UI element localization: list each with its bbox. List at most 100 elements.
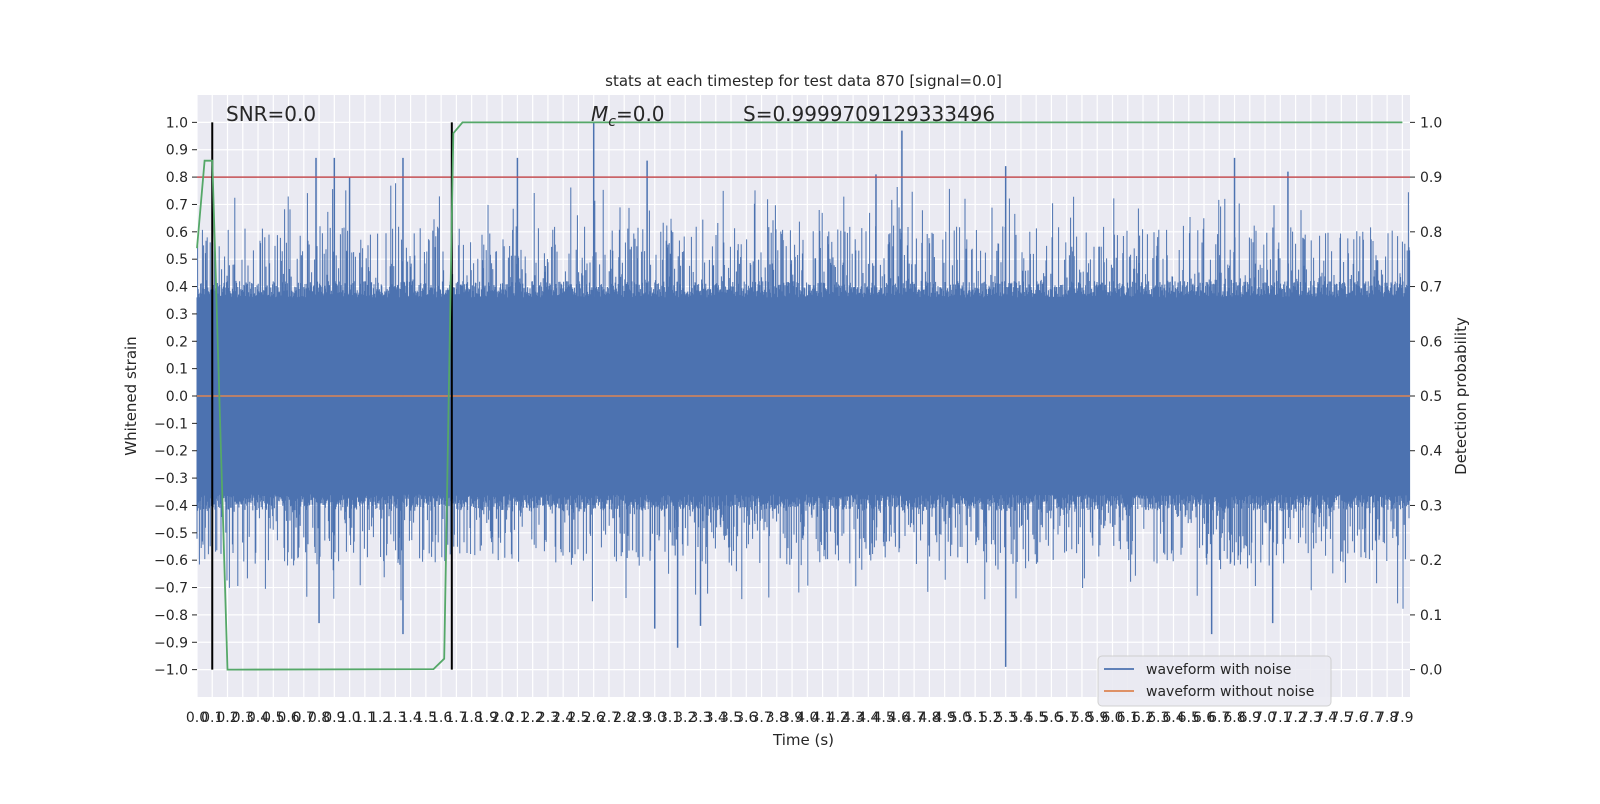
x-tick-label: 1.2 bbox=[369, 710, 391, 726]
x-tick-label: 5.2 bbox=[979, 710, 1001, 726]
x-tick-label: 6.3 bbox=[1147, 710, 1169, 726]
x-tick-label: 5.5 bbox=[1025, 710, 1047, 726]
y-tick-label-right: 0.7 bbox=[1420, 280, 1442, 296]
x-tick-label: 4.0 bbox=[796, 710, 818, 726]
x-tick-label: 3.9 bbox=[781, 710, 803, 726]
x-tick-label: 0.0 bbox=[186, 710, 208, 726]
x-tick-label: 5.1 bbox=[964, 710, 986, 726]
mc-subscript: c bbox=[608, 114, 616, 130]
x-tick-label: 1.6 bbox=[430, 710, 452, 726]
y-tick-label-left: 0.6 bbox=[166, 225, 188, 241]
x-tick-label: 2.6 bbox=[583, 710, 605, 726]
s-annotation: S=0.9999709129333496 bbox=[743, 102, 995, 126]
x-tick-label: 4.5 bbox=[872, 710, 894, 726]
x-tick-label: 4.8 bbox=[918, 710, 940, 726]
y-tick-label-right: 1.0 bbox=[1420, 115, 1442, 131]
x-tick-label: 0.3 bbox=[232, 710, 254, 726]
x-tick-label: 5.3 bbox=[995, 710, 1017, 726]
x-tick-label: 7.8 bbox=[1376, 710, 1398, 726]
y-tick-label-left: −1.0 bbox=[154, 663, 188, 679]
x-tick-label: 3.8 bbox=[766, 710, 788, 726]
x-tick-label: 7.7 bbox=[1361, 710, 1383, 726]
mc-annotation: Mc=0.0 bbox=[591, 102, 665, 130]
y-tick-label-right: 0.6 bbox=[1420, 334, 1442, 350]
x-tick-label: 5.7 bbox=[1056, 710, 1078, 726]
y-tick-label-right: 0.4 bbox=[1420, 444, 1442, 460]
x-tick-label: 0.9 bbox=[323, 710, 345, 726]
y-tick-label-left: 0.0 bbox=[166, 389, 188, 405]
detection-probability-line bbox=[196, 121, 1403, 671]
x-tick-label: 3.2 bbox=[674, 710, 696, 726]
x-tick-label: 0.6 bbox=[277, 710, 299, 726]
series-layer bbox=[196, 121, 1410, 671]
y-tick-label-left: 0.8 bbox=[166, 170, 188, 186]
x-tick-label: 2.7 bbox=[598, 710, 620, 726]
x-tick-label: 3.0 bbox=[644, 710, 666, 726]
x-tick-label: 5.6 bbox=[1040, 710, 1062, 726]
y-tick-label-right: 0.5 bbox=[1420, 389, 1442, 405]
mc-value: =0.0 bbox=[616, 102, 665, 126]
x-tick-label: 0.2 bbox=[216, 710, 238, 726]
x-tick-label: 1.5 bbox=[415, 710, 437, 726]
x-tick-label: 0.1 bbox=[201, 710, 223, 726]
x-tick-label: 7.0 bbox=[1254, 710, 1276, 726]
y-tick-label-right: 0.2 bbox=[1420, 553, 1442, 569]
x-tick-label: 1.1 bbox=[354, 710, 376, 726]
x-tick-label: 6.9 bbox=[1239, 710, 1261, 726]
x-tick-label: 3.4 bbox=[705, 710, 727, 726]
x-tick-label: 0.5 bbox=[262, 710, 284, 726]
y-tick-label-left: −0.3 bbox=[154, 471, 188, 487]
x-tick-label: 6.1 bbox=[1117, 710, 1139, 726]
x-tick-label: 4.1 bbox=[811, 710, 833, 726]
y-tick-label-left: 0.9 bbox=[166, 143, 188, 159]
x-tick-label: 5.0 bbox=[949, 710, 971, 726]
y-tick-label-left: −0.8 bbox=[154, 608, 188, 624]
x-tick-label: 2.9 bbox=[628, 710, 650, 726]
x-tick-label: 3.1 bbox=[659, 710, 681, 726]
x-tick-label: 1.9 bbox=[476, 710, 498, 726]
x-tick-label: 6.0 bbox=[1101, 710, 1123, 726]
x-tick-label: 4.3 bbox=[842, 710, 864, 726]
y-tick-label-left: −0.2 bbox=[154, 444, 188, 460]
x-tick-label: 4.2 bbox=[827, 710, 849, 726]
x-tick-label: 1.4 bbox=[399, 710, 421, 726]
x-tick-label: 5.9 bbox=[1086, 710, 1108, 726]
x-tick-label: 3.7 bbox=[750, 710, 772, 726]
x-tick-label: 6.2 bbox=[1132, 710, 1154, 726]
x-tick-label: 6.4 bbox=[1162, 710, 1184, 726]
y-tick-label-left: 0.2 bbox=[166, 334, 188, 350]
x-tick-label: 7.9 bbox=[1391, 710, 1413, 726]
x-tick-label: 4.7 bbox=[903, 710, 925, 726]
x-tick-label: 3.5 bbox=[720, 710, 742, 726]
x-tick-label: 0.4 bbox=[247, 710, 269, 726]
snr-annotation: SNR=0.0 bbox=[226, 102, 316, 126]
y-tick-label-right: 0.8 bbox=[1420, 225, 1442, 241]
noise-waveform bbox=[196, 122, 1411, 667]
x-tick-label: 4.9 bbox=[934, 710, 956, 726]
x-tick-label: 3.6 bbox=[735, 710, 757, 726]
legend-label-clean: waveform without noise bbox=[1146, 684, 1314, 700]
y-axis-label-left: Whitened strain bbox=[122, 336, 140, 455]
y-tick-label-left: −0.1 bbox=[154, 416, 188, 432]
x-tick-label: 6.7 bbox=[1208, 710, 1230, 726]
x-tick-label: 2.8 bbox=[613, 710, 635, 726]
y-tick-label-left: −0.9 bbox=[154, 635, 188, 651]
x-axis-label: Time (s) bbox=[772, 731, 834, 749]
x-tick-label: 6.5 bbox=[1178, 710, 1200, 726]
x-tick-label: 2.0 bbox=[491, 710, 513, 726]
x-tick-label: 1.0 bbox=[338, 710, 360, 726]
x-tick-label: 6.6 bbox=[1193, 710, 1215, 726]
y-tick-label-right: 0.3 bbox=[1420, 498, 1442, 514]
x-tick-label: 7.6 bbox=[1345, 710, 1367, 726]
legend: waveform with noise waveform without noi… bbox=[1097, 655, 1332, 707]
x-tick-label: 2.3 bbox=[537, 710, 559, 726]
mc-symbol: M bbox=[591, 102, 608, 126]
x-tick-label: 0.8 bbox=[308, 710, 330, 726]
legend-label-noise: waveform with noise bbox=[1146, 662, 1291, 678]
x-tick-label: 7.2 bbox=[1284, 710, 1306, 726]
x-tick-label: 3.3 bbox=[689, 710, 711, 726]
x-tick-label: 2.2 bbox=[522, 710, 544, 726]
x-tick-label: 4.4 bbox=[857, 710, 879, 726]
